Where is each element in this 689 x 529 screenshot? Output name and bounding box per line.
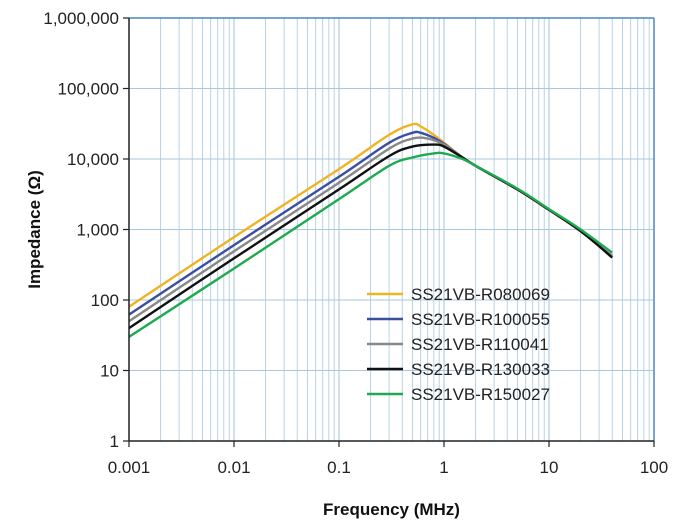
series-line-5 <box>128 151 613 338</box>
grid-lines <box>128 17 655 442</box>
x-tick-label: 100 <box>640 458 668 477</box>
x-tick-label: 10 <box>540 458 559 477</box>
y-tick-label: 1 <box>110 432 119 451</box>
y-tick-label: 100 <box>91 291 119 310</box>
y-tick-label: 100,000 <box>58 80 119 99</box>
x-tick-label: 0.1 <box>327 458 351 477</box>
legend: SS21VB-R080069 SS21VB-R100055 SS21VB-R1100… <box>367 285 550 404</box>
y-tick-label: 1,000,000 <box>43 9 119 28</box>
y-axis-label: Impedance (Ω) <box>25 170 44 289</box>
x-tick-label: 0.001 <box>108 458 151 477</box>
x-tick-label: 1 <box>439 458 448 477</box>
legend-label-5: SS21VB-R150027 <box>411 385 550 404</box>
y-tick-label: 1,000 <box>76 221 119 240</box>
x-axis-label: Frequency (MHz) <box>323 500 460 519</box>
y-tick-label: 10 <box>100 362 119 381</box>
y-tick-label: 10,000 <box>67 150 119 169</box>
legend-label-1: SS21VB-R080069 <box>411 285 550 304</box>
series-lines <box>128 122 613 338</box>
x-tick-label: 0.01 <box>217 458 250 477</box>
legend-label-4: SS21VB-R130033 <box>411 360 550 379</box>
legend-label-2: SS21VB-R100055 <box>411 310 550 329</box>
x-axis-ticks: 0.001 0.01 0.1 1 10 100 <box>108 441 668 477</box>
legend-label-3: SS21VB-R110041 <box>411 335 549 354</box>
y-axis-ticks: 1 10 100 1,000 10,000 100,000 1,000,000 <box>43 9 129 451</box>
